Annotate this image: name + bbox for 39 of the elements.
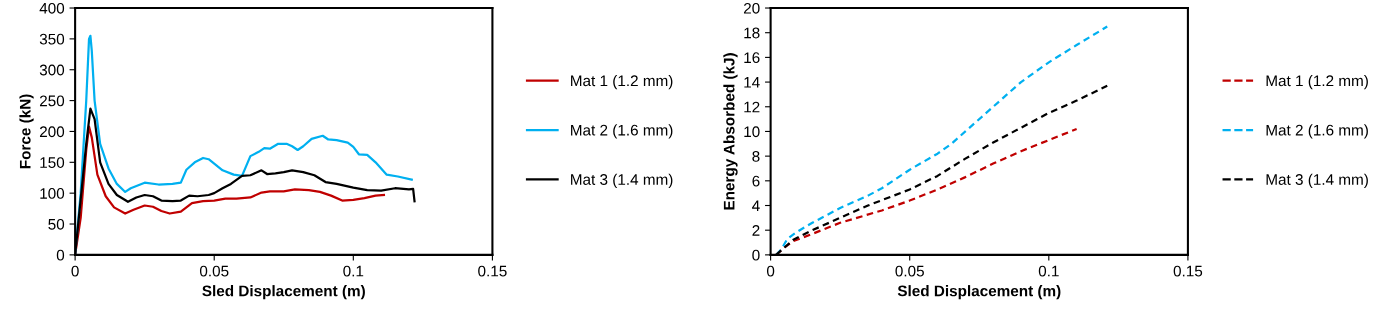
y-tick-label: 16: [744, 52, 760, 64]
x-tick-label: 0.1: [343, 265, 364, 277]
x-tick-label: 0.05: [199, 265, 229, 277]
x-tick-label: 0.15: [1173, 265, 1203, 277]
y-tick-label: 20: [743, 2, 760, 14]
legend-label: Mat 2 (1.6 mm): [1266, 124, 1368, 139]
y-tick-label: 0: [56, 249, 65, 261]
y-tick-label: 350: [39, 33, 65, 45]
y-axis-title: Force (kN): [19, 94, 34, 169]
legend-label: Mat 1 (1.2 mm): [571, 74, 673, 90]
y-tick-label: 300: [39, 64, 65, 76]
y-tick-label: 150: [40, 157, 65, 168]
x-tick-label: 0.1: [1038, 265, 1059, 277]
y-tick-label: 14: [744, 77, 760, 88]
x-tick-label: 0: [71, 265, 79, 277]
legend-label: Mat 2 (1.6 mm): [571, 124, 673, 139]
x-tick-label: 0.15: [478, 265, 507, 277]
y-tick-label: 2: [752, 225, 760, 236]
y-tick-label: 400: [39, 2, 65, 14]
y-tick-label: 10: [744, 126, 760, 138]
x-tick-label: 0.05: [895, 265, 924, 277]
y-tick-label: 250: [39, 95, 65, 107]
y-tick-label: 12: [744, 101, 760, 113]
y-tick-label: 4: [752, 200, 760, 212]
x-tick-label: 0: [766, 265, 775, 277]
y-tick-label: 18: [744, 27, 760, 39]
y-tick-label: 50: [48, 218, 65, 230]
y-tick-label: 100: [40, 188, 65, 199]
legend-label: Mat 3 (1.4 mm): [571, 173, 673, 188]
y-axis-title: Energy Absorbed (kJ): [723, 53, 738, 210]
x-axis-title: Sled Displacement (m): [897, 285, 1061, 300]
y-tick-label: 0: [752, 249, 760, 261]
y-tick-label: 200: [39, 126, 65, 138]
line-series: [75, 125, 386, 255]
y-tick-label: 8: [752, 151, 760, 162]
legend-label: Mat 1 (1.2 mm): [1266, 74, 1368, 90]
x-axis-title: Sled Displacement (m): [202, 285, 365, 300]
legend-label: Mat 3 (1.4 mm): [1266, 173, 1368, 188]
y-tick-label: 6: [752, 175, 760, 187]
